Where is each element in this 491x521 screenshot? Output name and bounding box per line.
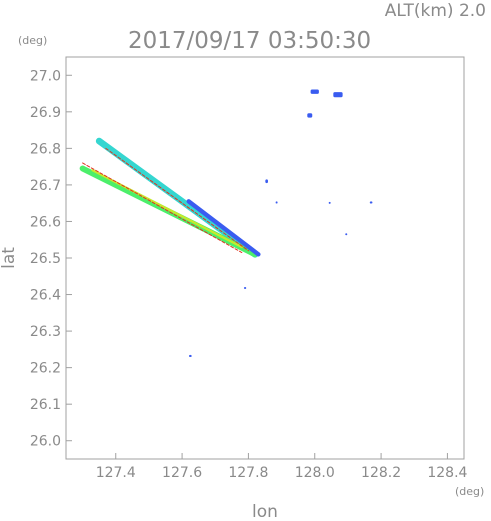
echo-point — [369, 201, 373, 204]
y-tick-label: 26.7 — [30, 178, 61, 194]
x-tick-label: 127.6 — [162, 465, 202, 481]
echo-point — [345, 233, 348, 236]
y-tick-label: 26.8 — [30, 141, 61, 157]
y-axis-ticks: 26.0 26.1 26.2 26.3 26.4 26.5 26.6 26.7 26.8 26.9… — [30, 68, 72, 450]
echo-band — [91, 169, 243, 249]
x-unit-label: (deg) — [455, 485, 484, 498]
echo-point — [307, 113, 313, 118]
y-tick-label: 27.0 — [30, 68, 61, 84]
y-tick-label: 26.1 — [30, 397, 61, 413]
chart-title: 2017/09/17 03:50:30 — [128, 28, 371, 54]
x-tick-label: 128.2 — [361, 465, 401, 481]
y-tick-label: 26.5 — [30, 251, 61, 267]
echo-point — [265, 179, 268, 184]
y-unit-label: (deg) — [18, 34, 47, 47]
y-tick-label: 26.0 — [30, 434, 61, 450]
echo-line — [105, 147, 249, 252]
x-axis-ticks: 127.4 127.6 127.8 128.0 128.2 128.4 — [96, 453, 468, 481]
y-tick-label: 26.4 — [30, 288, 61, 304]
x-tick-label: 127.4 — [96, 465, 136, 481]
radar-echoes — [79, 89, 373, 358]
echo-point — [189, 354, 192, 358]
echo-point — [328, 201, 331, 204]
x-tick-label: 127.8 — [228, 465, 268, 481]
y-tick-label: 26.6 — [30, 214, 61, 230]
echo-point — [243, 286, 247, 289]
x-axis-label: lon — [252, 502, 278, 521]
echo-band — [95, 137, 259, 258]
x-tick-label: 128.4 — [427, 465, 467, 481]
echo-point — [310, 89, 319, 94]
y-tick-label: 26.2 — [30, 361, 61, 377]
echo-point — [275, 201, 278, 204]
y-axis-label: lat — [0, 247, 19, 269]
echo-point — [333, 92, 343, 98]
y-tick-label: 26.9 — [30, 105, 61, 121]
y-tick-label: 26.3 — [30, 324, 61, 340]
echo-line — [82, 162, 243, 254]
altitude-label: ALT(km) 2.0 — [385, 1, 486, 21]
echo-band — [186, 199, 261, 257]
plot-frame — [65, 56, 465, 460]
x-tick-label: 128.0 — [295, 465, 335, 481]
